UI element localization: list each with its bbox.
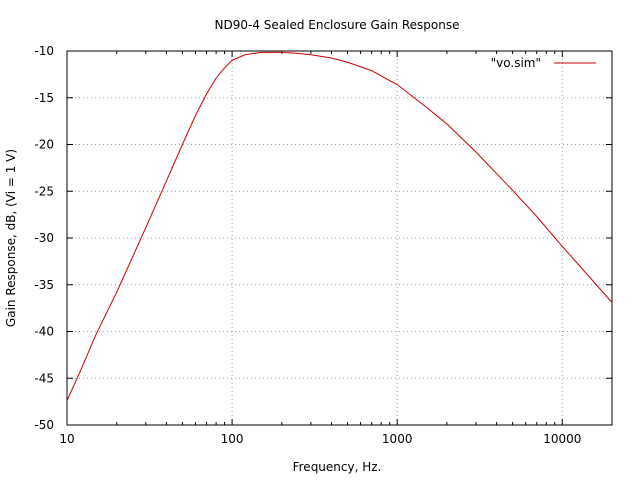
y-tick-label: -35 [34,278,54,292]
y-tick-label: -30 [34,231,54,245]
plot-frame [66,50,613,426]
chart-title: ND90-4 Sealed Enclosure Gain Response [215,18,460,32]
y-tick-label: -25 [34,184,54,198]
grid [67,51,612,425]
y-tick-label: -45 [34,371,54,385]
x-tick-label: 10000 [543,432,581,446]
legend: "vo.sim" [491,56,596,70]
y-tick-label: -20 [34,138,54,152]
series-group [66,51,613,401]
y-tick-label: -50 [34,418,54,432]
series-line [66,51,613,401]
tick-labels: -50 -45 -40 -35 -30 -25 -20 -15 -10 10 100 1000 1000… [34,44,581,446]
legend-label: "vo.sim" [491,56,541,70]
x-tick-label: 10 [59,432,74,446]
x-tick-label: 100 [221,432,244,446]
y-tick-label: -10 [34,44,54,58]
y-tick-label: -40 [34,325,54,339]
x-axis-label: Frequency, Hz. [293,460,382,474]
x-tick-label: 1000 [382,432,413,446]
y-axis-label: Gain Response, dB, (Vi = 1 V) [4,149,18,327]
y-tick-label: -15 [34,91,54,105]
